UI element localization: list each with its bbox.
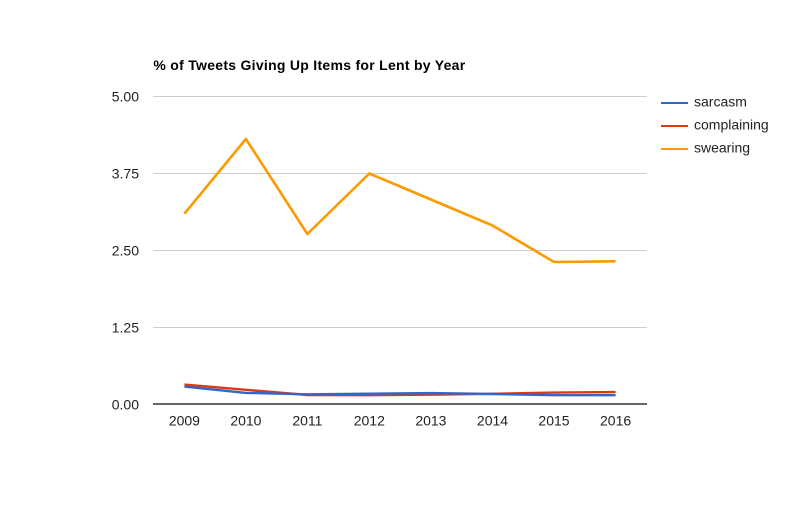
svg-text:2014: 2014 — [477, 412, 508, 428]
svg-text:% of Tweets Giving Up Items fo: % of Tweets Giving Up Items for Lent by … — [153, 57, 465, 73]
svg-text:2012: 2012 — [354, 412, 385, 428]
svg-text:2013: 2013 — [415, 412, 446, 428]
svg-text:2016: 2016 — [600, 412, 631, 428]
svg-text:swearing: swearing — [694, 140, 750, 156]
svg-text:1.25: 1.25 — [112, 320, 139, 336]
svg-text:2.50: 2.50 — [112, 243, 139, 259]
svg-text:0.00: 0.00 — [112, 397, 139, 413]
svg-text:2011: 2011 — [292, 412, 322, 428]
svg-text:complaining: complaining — [694, 117, 769, 133]
svg-text:3.75: 3.75 — [112, 166, 139, 182]
svg-text:5.00: 5.00 — [112, 89, 139, 105]
svg-text:2009: 2009 — [169, 412, 200, 428]
svg-text:2015: 2015 — [538, 412, 569, 428]
svg-text:2010: 2010 — [230, 412, 261, 428]
svg-text:sarcasm: sarcasm — [694, 94, 747, 110]
